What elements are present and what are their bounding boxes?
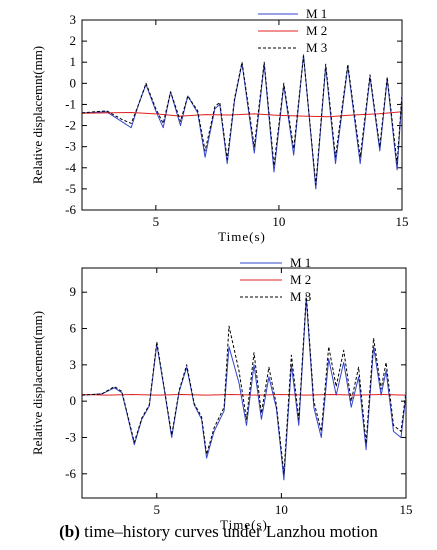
- y-tick-label: 0: [70, 75, 77, 90]
- series-line-1: [81, 54, 403, 190]
- chart-2: 5 10 15 -6 -3 0 3 6 9 Time(s) Relative displacemen…: [30, 255, 413, 532]
- caption-text: time–history curves under Lanzhou motion: [79, 522, 378, 541]
- caption-label: (b): [59, 522, 80, 541]
- y-tick-label: -3: [65, 139, 76, 154]
- series-line-1: [81, 297, 407, 481]
- y-tick-label: -5: [65, 181, 76, 196]
- legend-label-2: M 2: [290, 272, 311, 287]
- legend-label-2: M 2: [306, 23, 327, 38]
- series-line-2: [81, 111, 403, 118]
- y-tick-label: 2: [70, 33, 77, 48]
- legend-label-3: M 3: [306, 40, 327, 55]
- figure-caption: (b) time–history curves under Lanzhou mo…: [0, 522, 437, 542]
- series-line-3: [81, 294, 407, 475]
- plot-frame: [81, 267, 407, 499]
- y-tick-label: 0: [70, 393, 77, 408]
- y-tick-label: 9: [70, 284, 77, 299]
- y-tick-label: -1: [65, 96, 76, 111]
- x-tick-label: 5: [154, 502, 161, 517]
- series-line-3: [81, 55, 403, 186]
- y-tick-label: -2: [65, 118, 76, 133]
- y-tick-label: 3: [70, 12, 77, 27]
- legend-label-1: M 1: [290, 255, 311, 270]
- x-tick-label: 10: [272, 214, 285, 229]
- y-axis-label: Relative displacement(mm): [30, 311, 45, 455]
- y-tick-label: -3: [65, 429, 76, 444]
- series-line-2: [81, 394, 407, 396]
- y-tick-label: 1: [70, 54, 77, 69]
- y-tick-label: -6: [65, 202, 76, 217]
- y-axis-label: Relative displacemnt(mm): [30, 46, 45, 184]
- y-tick-label: -4: [65, 160, 76, 175]
- x-axis-label: Time(s): [220, 517, 268, 532]
- x-tick-label: 15: [396, 214, 409, 229]
- x-tick-label: 15: [400, 502, 413, 517]
- legend-label-3: M 3: [290, 289, 311, 304]
- x-tick-label: 5: [153, 214, 160, 229]
- legend-label-1: M 1: [306, 6, 327, 21]
- x-axis-label: Time(s): [218, 229, 266, 244]
- plot-frame: [81, 19, 403, 211]
- y-tick-label: 3: [70, 357, 77, 372]
- y-tick-label: -6: [65, 466, 76, 481]
- y-tick-label: 6: [70, 321, 77, 336]
- chart-1: 5 10 15 -6 -5 -4 -3 -2 -1 0 1 2 3 Time(s) Relative dis…: [30, 6, 409, 244]
- x-tick-label: 10: [275, 502, 288, 517]
